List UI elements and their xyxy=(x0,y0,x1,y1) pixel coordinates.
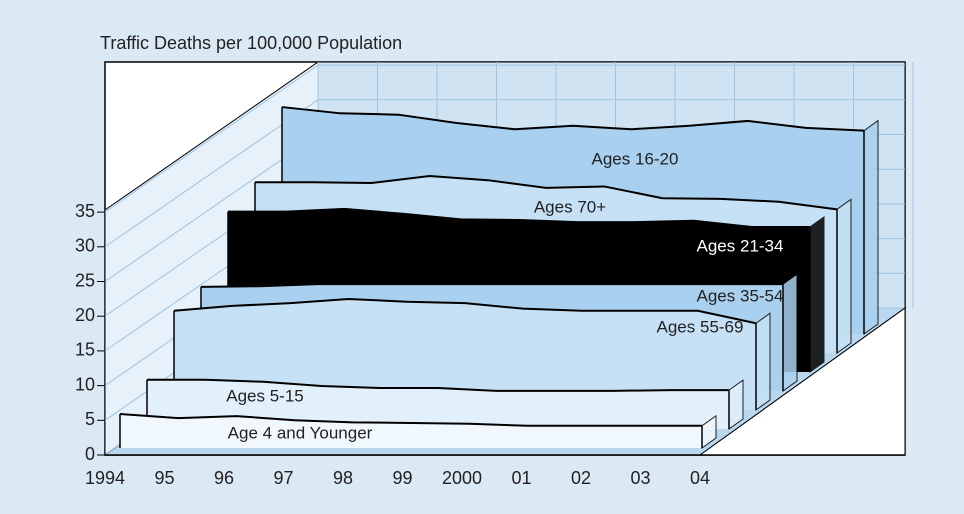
ribbon-side xyxy=(755,312,771,411)
series-label: Ages 35-54 xyxy=(697,286,784,305)
ribbon-side xyxy=(836,198,852,354)
y-tick-label: 30 xyxy=(75,236,95,256)
x-tick-label: 96 xyxy=(214,468,234,488)
series-line xyxy=(228,207,810,228)
series-line xyxy=(147,378,729,392)
x-tick-label: 03 xyxy=(630,468,650,488)
x-tick-label: 2000 xyxy=(442,468,482,488)
y-tick-label: 10 xyxy=(75,374,95,394)
ribbon-fill xyxy=(120,413,702,448)
series-label: Ages 70+ xyxy=(534,197,606,216)
ribbons: Ages 16-20 Ages 70+ Ages 21-34 Ages 35-54 Ag… xyxy=(119,106,879,449)
series-label: Ages 16-20 xyxy=(592,149,679,168)
y-tick-label: 25 xyxy=(75,270,95,290)
chart-title: Traffic Deaths per 100,000 Population xyxy=(100,33,402,53)
ribbon-side xyxy=(863,119,879,335)
series-label: Age 4 and Younger xyxy=(228,423,373,442)
x-tick-label: 99 xyxy=(392,468,412,488)
series-label: Ages 21-34 xyxy=(697,236,784,255)
ribbon-fill xyxy=(147,379,729,429)
y-tick-label: 15 xyxy=(75,340,95,360)
grid-line xyxy=(104,64,319,213)
y-tick-label: 35 xyxy=(75,201,95,221)
ribbon-side xyxy=(809,215,825,373)
x-tick-label: 01 xyxy=(511,468,531,488)
x-tick-label: 04 xyxy=(690,468,710,488)
x-tick-label: 1994 xyxy=(85,468,125,488)
y-tick-label: 20 xyxy=(75,305,95,325)
series-line xyxy=(173,297,757,325)
series-line xyxy=(119,412,702,427)
series-label: Ages 55-69 xyxy=(657,317,744,336)
x-tick-label: 98 xyxy=(333,468,353,488)
series-line xyxy=(281,106,865,132)
ribbon-side xyxy=(782,273,798,392)
x-tick-label: 95 xyxy=(154,468,174,488)
series-line xyxy=(255,175,838,211)
series-label: Ages 5-15 xyxy=(226,386,304,405)
x-tick-label: 97 xyxy=(273,468,293,488)
x-tick-label: 02 xyxy=(571,468,591,488)
series-line xyxy=(200,283,783,288)
y-tick-label: 0 xyxy=(85,444,95,464)
ribbon-fill xyxy=(174,298,756,410)
y-tick-label: 5 xyxy=(85,409,95,429)
